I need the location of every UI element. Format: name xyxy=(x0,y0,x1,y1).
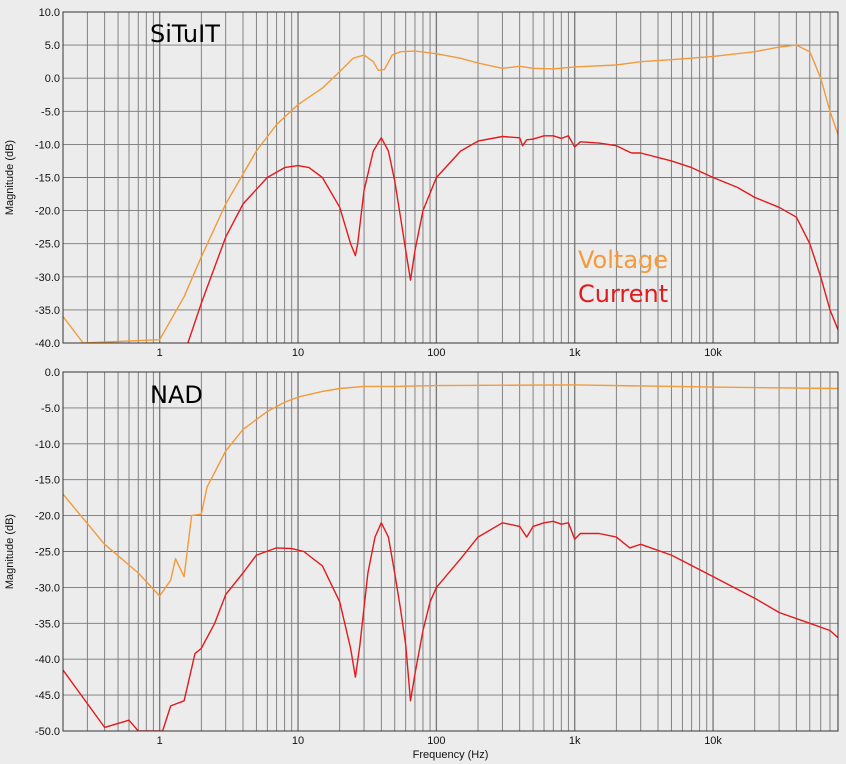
y-tick-label: -30.0 xyxy=(35,272,60,284)
y-tick-label: 5.0 xyxy=(45,40,60,52)
y-tick-label: -20.0 xyxy=(35,206,60,218)
x-tick-label: 1 xyxy=(157,735,163,747)
y-tick-label: 10.0 xyxy=(39,7,60,19)
x-tick-label: 100 xyxy=(427,735,445,747)
x-axis-label: Frequency (Hz) xyxy=(413,749,489,761)
y-tick-label: 0.0 xyxy=(45,367,60,379)
y-axis-label: Magnitude (dB) xyxy=(4,140,16,215)
panel-1: -40.0 -35.0 -30.0 -25.0 -20.0 -15.0 -10.0 -5.0 0… xyxy=(4,7,839,359)
plot-frame xyxy=(62,371,839,732)
y-tick-label: -5.0 xyxy=(41,106,60,118)
x-tick-label: 10k xyxy=(704,347,722,359)
y-tick-label: -15.0 xyxy=(35,475,60,487)
y-tick-label: 0.0 xyxy=(45,73,60,85)
y-tick-label: -25.0 xyxy=(35,547,60,559)
y-tick-label: -35.0 xyxy=(35,618,60,630)
y-tick-label: -15.0 xyxy=(35,173,60,185)
legend: Voltage Current xyxy=(578,246,668,308)
y-tick-label: -50.0 xyxy=(35,726,60,738)
legend-item-voltage: Voltage xyxy=(578,246,668,274)
legend-item-current: Current xyxy=(578,280,668,308)
series-line-current xyxy=(63,520,838,731)
x-tick-label: 10 xyxy=(292,735,304,747)
panel-2: -50.0 -45.0 -40.0 -35.0 -30.0 -25.0 -20.0 -15.0… xyxy=(4,367,839,761)
series-line-voltage xyxy=(63,44,838,343)
y-tick-label: -45.0 xyxy=(35,690,60,702)
y-tick-label: -30.0 xyxy=(35,582,60,594)
plot-frame xyxy=(62,11,839,344)
x-tick-label: 10k xyxy=(704,735,722,747)
x-tick-label: 10 xyxy=(292,347,304,359)
series-line-current xyxy=(187,135,838,343)
y-tick-label: -20.0 xyxy=(35,511,60,523)
panel-title: NAD xyxy=(150,381,203,409)
y-tick-label: -5.0 xyxy=(41,403,60,415)
grid xyxy=(62,11,839,344)
y-tick-label: -10.0 xyxy=(35,439,60,451)
y-tick-label: -10.0 xyxy=(35,139,60,151)
panel-title: SiTuIT xyxy=(150,20,220,48)
y-tick-label: -25.0 xyxy=(35,239,60,251)
x-tick-label: 100 xyxy=(427,347,445,359)
y-axis-label: Magnitude (dB) xyxy=(4,514,16,589)
y-tick-label: -40.0 xyxy=(35,338,60,350)
x-tick-label: 1k xyxy=(569,347,581,359)
x-tick-label: 1 xyxy=(157,347,163,359)
x-tick-label: 1k xyxy=(569,735,581,747)
series-line-voltage xyxy=(63,384,838,597)
y-tick-label: -40.0 xyxy=(35,654,60,666)
y-tick-label: -35.0 xyxy=(35,305,60,317)
